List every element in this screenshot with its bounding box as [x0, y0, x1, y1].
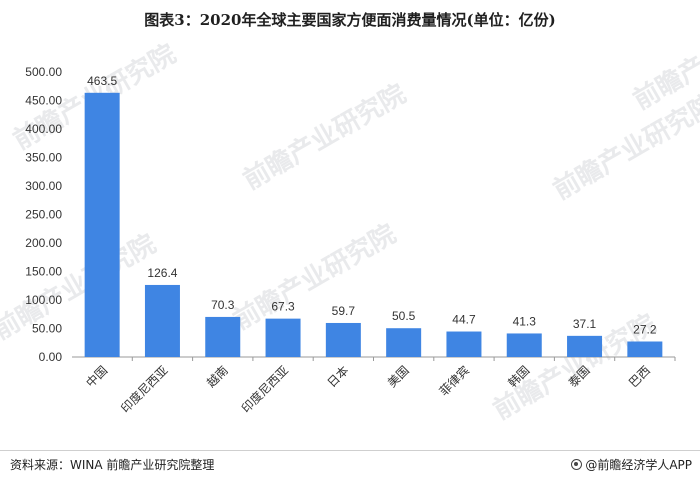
category-label: 巴西	[626, 363, 653, 390]
bar	[567, 335, 603, 357]
watermark-text: 前瞻产业研究院	[0, 228, 161, 346]
watermark-text: 前瞻产业研究院	[238, 78, 411, 196]
data-label: 70.3	[211, 298, 235, 312]
data-label: 44.7	[452, 313, 476, 327]
y-tick-label: 200.00	[25, 236, 62, 250]
bar	[627, 341, 663, 357]
y-tick-label: 250.00	[25, 208, 62, 222]
watermark-text: 前瞻产业研究院	[228, 218, 401, 336]
y-tick-label: 0.00	[39, 350, 63, 364]
y-tick-label: 400.00	[25, 122, 62, 136]
data-label: 59.7	[332, 304, 356, 318]
data-label: 37.1	[573, 317, 597, 331]
y-tick-label: 150.00	[25, 265, 62, 279]
data-label: 27.2	[633, 322, 657, 336]
chart-title: 图表3：2020年全球主要国家方便面消费量情况(单位：亿份)	[144, 11, 556, 29]
data-label: 67.3	[271, 300, 295, 314]
bar	[506, 333, 542, 357]
brand-logo-icon	[571, 459, 583, 470]
data-label: 126.4	[147, 266, 177, 280]
data-label: 41.3	[513, 314, 537, 328]
y-tick-label: 350.00	[25, 151, 62, 165]
y-tick-label: 450.00	[25, 94, 62, 108]
source-note: 资料来源：WINA 前瞻产业研究院整理	[10, 458, 215, 472]
category-label: 越南	[203, 363, 231, 391]
footer: 资料来源：WINA 前瞻产业研究院整理 @前瞻经济学人APP	[0, 450, 700, 481]
bar	[205, 316, 241, 357]
bar	[386, 328, 422, 357]
bar	[446, 331, 482, 357]
category-label: 日本	[325, 363, 352, 390]
brand-credit: @前瞻经济学人APP	[571, 456, 692, 473]
category-label: 菲律宾	[436, 363, 472, 399]
category-label: 中国	[83, 363, 111, 391]
y-tick-label: 500.00	[25, 65, 62, 79]
data-label: 50.5	[392, 309, 416, 323]
y-tick-label: 50.00	[32, 322, 62, 336]
category-label: 美国	[385, 363, 412, 390]
bar	[265, 318, 301, 357]
watermark-text: 前瞻产业研究院	[548, 88, 700, 206]
y-tick-label: 100.00	[25, 293, 62, 307]
category-label: 印度尼西亚	[238, 363, 291, 416]
data-label: 463.5	[87, 74, 117, 88]
brand-credit-text: @前瞻经济学人APP	[585, 458, 692, 472]
bar	[84, 92, 120, 358]
bar	[144, 284, 180, 357]
y-tick-label: 300.00	[25, 179, 62, 193]
category-label: 印度尼西亚	[118, 363, 171, 416]
bar	[325, 322, 361, 357]
